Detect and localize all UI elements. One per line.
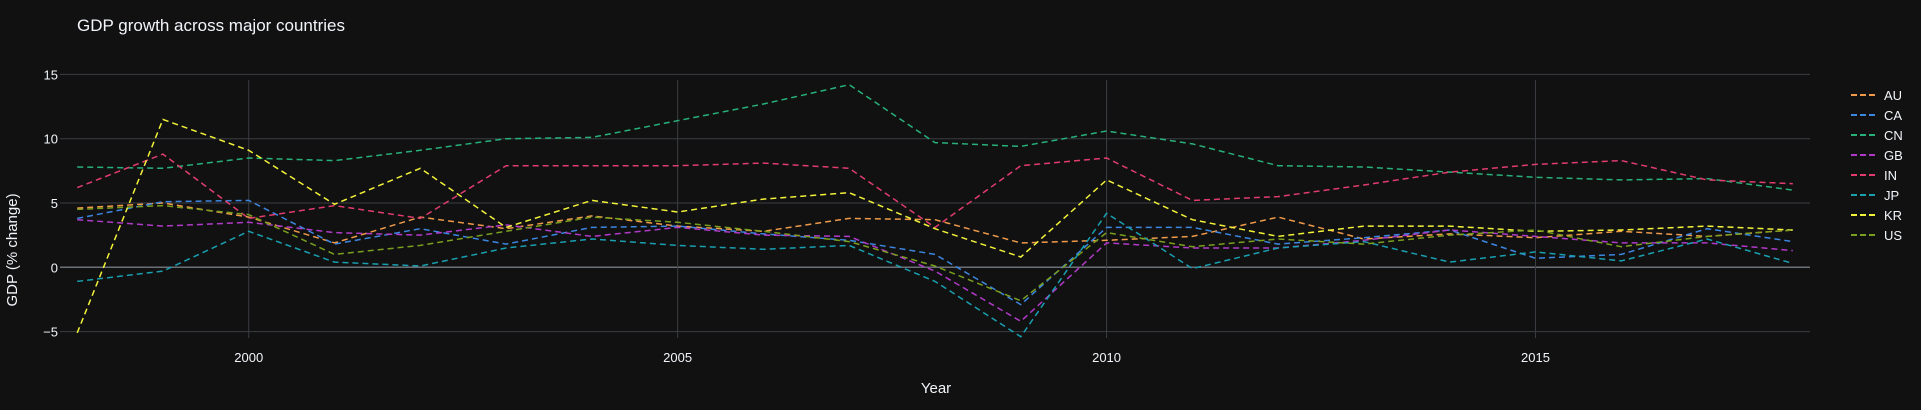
series-lines	[76, 83, 1794, 338]
x-tick-label: 2005	[663, 350, 692, 365]
legend-label: JP	[1884, 188, 1899, 203]
series-line-us	[77, 204, 1793, 302]
legend-label: CA	[1884, 108, 1902, 123]
y-axis-label: GDP (% change)	[4, 193, 21, 306]
legend[interactable]: AU CA CN GB IN JP KR US	[1851, 88, 1903, 243]
series-line-gb	[77, 218, 1793, 323]
x-tick-label: 2000	[234, 350, 263, 365]
legend-item-ca[interactable]: CA	[1851, 108, 1902, 123]
legend-item-cn[interactable]: CN	[1851, 128, 1903, 143]
x-axis-label: Year	[921, 380, 951, 397]
y-tick-label: −5	[43, 325, 58, 340]
legend-label: KR	[1884, 208, 1902, 223]
legend-item-kr[interactable]: KR	[1851, 208, 1902, 223]
legend-item-in[interactable]: IN	[1851, 168, 1897, 183]
y-tick-label: 0	[51, 260, 58, 275]
series-line-in	[76, 153, 1793, 229]
y-tick-label: 5	[51, 196, 58, 211]
y-tick-label: 15	[44, 67, 58, 82]
legend-label: CN	[1884, 128, 1903, 143]
x-tick-label: 2015	[1521, 350, 1550, 365]
y-tick-label: 10	[44, 132, 58, 147]
x-tick-label: 2010	[1092, 350, 1121, 365]
series-line-cn	[77, 83, 1793, 191]
legend-label: GB	[1884, 148, 1903, 163]
legend-label: AU	[1884, 88, 1902, 103]
legend-item-jp[interactable]: JP	[1851, 188, 1899, 203]
legend-label: IN	[1884, 168, 1897, 183]
legend-item-au[interactable]: AU	[1851, 88, 1902, 103]
series-line-kr	[76, 118, 1793, 334]
series-line-au	[77, 202, 1793, 244]
chart-title: GDP growth across major countries	[77, 16, 345, 35]
legend-label: US	[1884, 228, 1902, 243]
axis-ticks: −5 0 5 10 15 2000 2005 2010 2015	[43, 67, 1550, 365]
series-line-jp	[77, 212, 1794, 338]
legend-item-gb[interactable]: GB	[1851, 148, 1903, 163]
gridlines	[60, 73, 1810, 338]
legend-item-us[interactable]: US	[1851, 228, 1902, 243]
